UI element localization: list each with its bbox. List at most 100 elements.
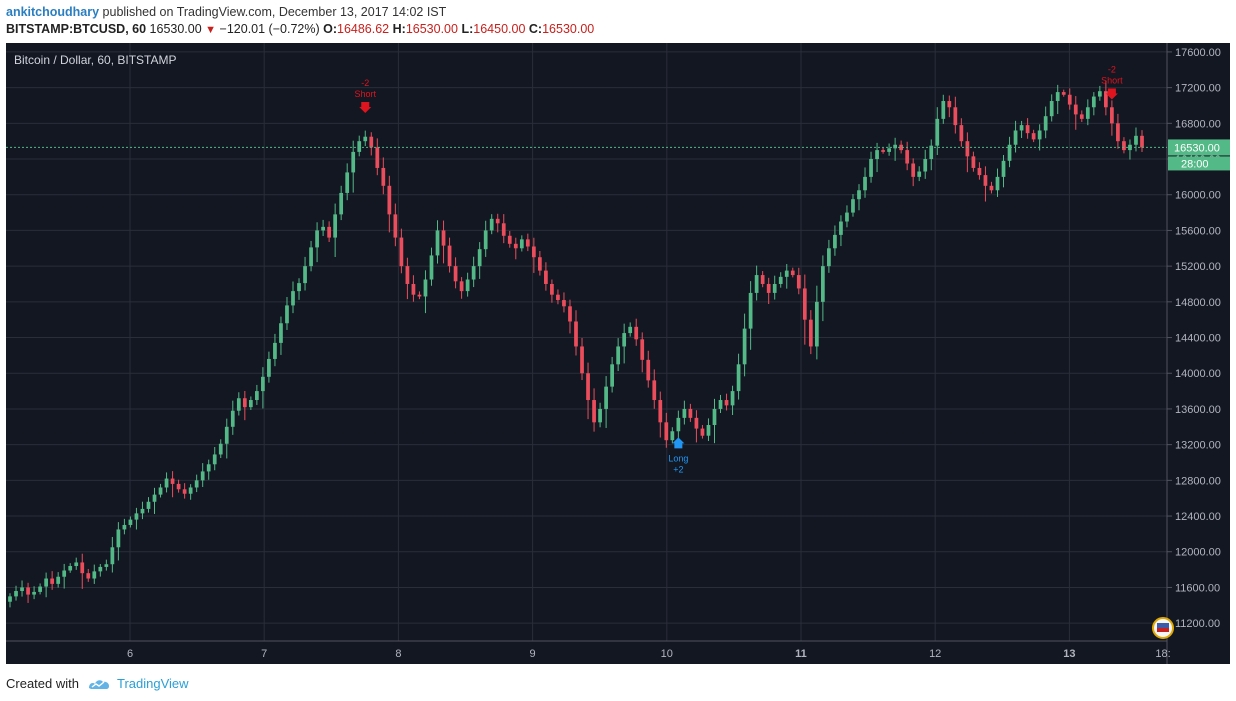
candle <box>887 148 891 152</box>
price-tick-label: 17200.00 <box>1175 83 1221 95</box>
open-value: 16486.62 <box>337 22 390 36</box>
flag-icon[interactable] <box>1152 617 1174 639</box>
candle <box>965 141 970 157</box>
candle <box>1104 91 1108 108</box>
candle <box>778 276 783 284</box>
candle <box>1122 141 1126 151</box>
candle <box>98 566 103 572</box>
candle <box>1031 133 1036 140</box>
low-value: 16450.00 <box>473 22 526 36</box>
candles <box>8 81 1144 608</box>
countdown-label: 28:00 <box>1181 158 1209 170</box>
candle <box>255 391 259 401</box>
price-tick-label: 13200.00 <box>1175 440 1221 452</box>
candle <box>399 237 404 267</box>
long-signal: Long+2 <box>668 437 688 474</box>
candle <box>26 587 30 595</box>
symbol-label: BITSTAMP:BTCUSD, 60 <box>6 22 147 36</box>
candle <box>351 151 356 173</box>
price-axis-background <box>1167 43 1230 664</box>
time-axis[interactable]: 6 7 8 9 10 11 12 13 18: <box>6 640 1171 660</box>
candle <box>423 279 428 297</box>
candle <box>971 156 976 168</box>
candle <box>634 326 639 340</box>
close-value: 16530.00 <box>542 22 595 36</box>
candle <box>285 305 289 324</box>
created-with-label: Created with <box>6 676 79 691</box>
candle <box>236 398 241 411</box>
candle <box>158 487 163 495</box>
candle <box>821 266 825 302</box>
time-tick-label: 9 <box>530 648 536 660</box>
candle <box>977 167 982 176</box>
symbol-info: BITSTAMP:BTCUSD, 60 16530.00 ▼ −120.01 (… <box>6 21 594 38</box>
candle <box>14 591 18 597</box>
price-tick-label: 14800.00 <box>1175 297 1221 309</box>
signal-label: Long <box>668 453 688 463</box>
candle <box>929 145 934 160</box>
candle <box>465 279 470 292</box>
price-tick-label: 15200.00 <box>1175 261 1221 273</box>
candle <box>839 221 843 235</box>
candle <box>411 283 416 295</box>
candle <box>580 346 584 374</box>
candle <box>218 443 223 455</box>
candle <box>248 400 253 408</box>
candle <box>833 234 837 249</box>
down-arrow-icon <box>1105 88 1118 100</box>
candle <box>742 328 747 365</box>
candle <box>86 573 91 579</box>
candle <box>267 358 271 377</box>
candle <box>712 408 717 426</box>
candle <box>995 176 1000 191</box>
chart-container[interactable]: -2 Short Long +2 -2 Short 11200.00 11600.00 120… <box>6 43 1230 664</box>
up-arrow-icon <box>672 437 685 449</box>
candle <box>748 292 753 329</box>
candle <box>1073 104 1078 115</box>
candle <box>1037 130 1042 140</box>
candle <box>905 150 910 164</box>
candle <box>586 373 590 401</box>
price-axis[interactable]: 11200.00 11600.00 12000.00 12400.00 12800.00… <box>6 43 1230 664</box>
candle <box>8 596 12 602</box>
candle <box>525 239 530 247</box>
candle <box>1091 96 1096 108</box>
candle <box>616 346 621 365</box>
candle <box>315 230 319 248</box>
candle <box>50 578 55 584</box>
candle <box>562 300 566 307</box>
time-tick-label: 7 <box>261 648 267 660</box>
tradingview-link[interactable]: TradingView <box>87 676 189 691</box>
candle <box>1013 130 1018 145</box>
candle <box>947 101 952 108</box>
time-tick-label: 11 <box>795 648 807 660</box>
candle <box>273 342 277 359</box>
candle <box>682 408 687 418</box>
candle <box>935 118 940 146</box>
candle <box>489 218 494 231</box>
candle <box>1097 91 1102 97</box>
high-label: H: <box>392 22 406 36</box>
candle <box>176 483 181 490</box>
candle <box>1067 94 1072 105</box>
down-arrow-icon <box>359 101 372 113</box>
candle <box>375 147 380 168</box>
author-link[interactable]: ankitchoudhary <box>6 5 100 19</box>
candle <box>116 529 121 548</box>
candle <box>188 487 193 494</box>
candle <box>610 364 614 387</box>
candle <box>598 408 602 423</box>
candle <box>182 489 187 494</box>
candle <box>941 101 946 119</box>
candle <box>796 275 801 289</box>
candle <box>32 591 36 595</box>
candle <box>56 576 61 584</box>
candle <box>869 159 873 177</box>
price-tick-label: 15600.00 <box>1175 225 1221 237</box>
candle <box>863 176 867 191</box>
candle <box>471 266 476 280</box>
price-tick-label: 12000.00 <box>1175 547 1221 559</box>
candle <box>893 144 897 149</box>
candle <box>568 306 572 322</box>
